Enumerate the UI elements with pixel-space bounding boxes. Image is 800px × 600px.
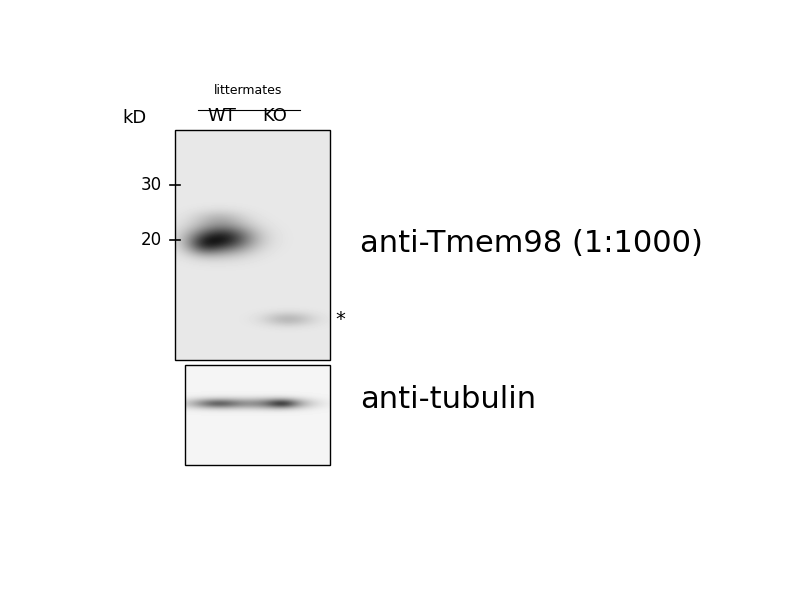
Text: 20: 20 [141, 231, 162, 249]
Text: *: * [335, 311, 345, 329]
Text: littermates: littermates [214, 84, 282, 97]
Text: KO: KO [262, 107, 287, 125]
Text: kD: kD [123, 109, 147, 127]
Text: anti-tubulin: anti-tubulin [360, 385, 536, 415]
Text: 30: 30 [141, 176, 162, 194]
Bar [185, 365, 330, 465]
Text: anti-Tmem98 (1:1000): anti-Tmem98 (1:1000) [360, 229, 703, 257]
Text: WT: WT [207, 107, 237, 125]
Bar [175, 130, 330, 360]
